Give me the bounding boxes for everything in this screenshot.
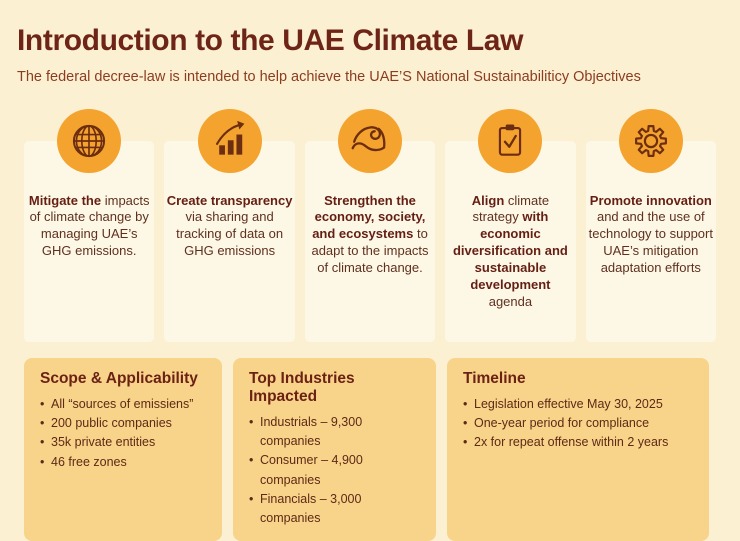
pillar-strengthen: Strengthen the economy, society, and eco… bbox=[304, 108, 436, 342]
pillar-text: Mitigate the impacts of climate change b… bbox=[24, 193, 154, 261]
card-bullet: 35k private entities bbox=[40, 433, 206, 453]
pillar-text-segment: climate strategy bbox=[472, 192, 550, 225]
pillar-text-segment: impacts of climate change by managing UA… bbox=[29, 192, 150, 259]
pillar-text-segment: Create transparency bbox=[166, 192, 293, 208]
page-title: Introduction to the UAE Climate Law bbox=[17, 24, 524, 57]
card-bullet: 200 public companies bbox=[40, 414, 206, 434]
pillar-panel bbox=[24, 140, 155, 342]
pillar-text-segment: with economic diversification and sustai… bbox=[452, 209, 568, 293]
card-bullet: 46 free zones bbox=[40, 453, 206, 473]
pillar-text-segment: agenda bbox=[488, 293, 533, 309]
pillar-text-segment: Align bbox=[471, 192, 505, 208]
pillar-text: Align climate strategy with economic div… bbox=[445, 193, 575, 311]
card-bullet: 2x for repeat offense within 2 years bbox=[463, 433, 693, 453]
card-bullet: Consumer – 4,900 companies bbox=[249, 451, 420, 490]
pillar-text-segment: via sharing and tracking of data on GHG … bbox=[176, 209, 284, 259]
globe-icon bbox=[57, 108, 122, 173]
pillar-text: Strengthen the economy, society, and eco… bbox=[305, 193, 435, 277]
pillar-transparency: Create transparency via sharing and trac… bbox=[164, 108, 295, 342]
pillar-text-segment: Mitigate the bbox=[28, 192, 102, 208]
pillars-row: Mitigate the impacts of climate change b… bbox=[24, 108, 717, 342]
card-bullet: Financials – 3,000 companies bbox=[249, 490, 420, 529]
pillar-text: Promote innovation and and the use of te… bbox=[586, 193, 716, 277]
page-subtitle: The federal decree-law is intended to he… bbox=[17, 68, 641, 85]
pillar-panel bbox=[445, 140, 576, 342]
card-bullet: All “sources of emissiens” bbox=[40, 395, 206, 415]
summary-cards-row: Scope & Applicability All “sources of em… bbox=[24, 357, 716, 541]
card-industries: Top Industries Impacted Industrials – 9,… bbox=[233, 357, 436, 541]
pillar-text-segment: and and the use of technology to support… bbox=[588, 209, 713, 276]
pillar-panel bbox=[585, 140, 717, 342]
pillar-text: Create transparency via sharing and trac… bbox=[164, 193, 294, 261]
card-bullet-list: Legislation effective May 30, 2025One-ye… bbox=[463, 395, 693, 454]
header: Introduction to the UAE Climate Law The … bbox=[0, 0, 740, 85]
card-bullet: Industrials – 9,300 companies bbox=[249, 413, 420, 452]
pillar-text-segment: to adapt to the impacts of climate chang… bbox=[311, 226, 429, 276]
card-title: Timeline bbox=[463, 369, 526, 387]
gear-icon bbox=[618, 108, 683, 173]
pillar-mitigate: Mitigate the impacts of climate change b… bbox=[24, 108, 155, 342]
pillar-align: Align climate strategy with economic div… bbox=[445, 108, 576, 342]
card-title: Scope & Applicability bbox=[40, 369, 198, 387]
pillar-panel bbox=[164, 140, 295, 342]
bar-chart-growth-icon bbox=[197, 108, 262, 173]
card-scope: Scope & Applicability All “sources of em… bbox=[24, 357, 222, 541]
pillar-text-segment: Strengthen the economy, society, and eco… bbox=[312, 192, 426, 242]
card-bullet-list: All “sources of emissiens”200 public com… bbox=[40, 395, 206, 473]
card-title: Top Industries Impacted bbox=[249, 369, 355, 405]
infographic-page: Introduction to the UAE Climate Law The … bbox=[0, 0, 740, 492]
clipboard-check-icon bbox=[478, 108, 543, 173]
flexed-arm-icon bbox=[338, 108, 403, 173]
card-bullet-list: Industrials – 9,300 companiesConsumer – … bbox=[249, 413, 420, 529]
pillar-text-segment: Promote innovation bbox=[589, 192, 712, 208]
card-bullet: Legislation effective May 30, 2025 bbox=[463, 395, 693, 415]
card-bullet: One-year period for compliance bbox=[463, 414, 693, 434]
pillar-panel bbox=[304, 140, 436, 342]
pillar-innovation: Promote innovation and and the use of te… bbox=[585, 108, 717, 342]
card-timeline: Timeline Legislation effective May 30, 2… bbox=[447, 357, 709, 541]
